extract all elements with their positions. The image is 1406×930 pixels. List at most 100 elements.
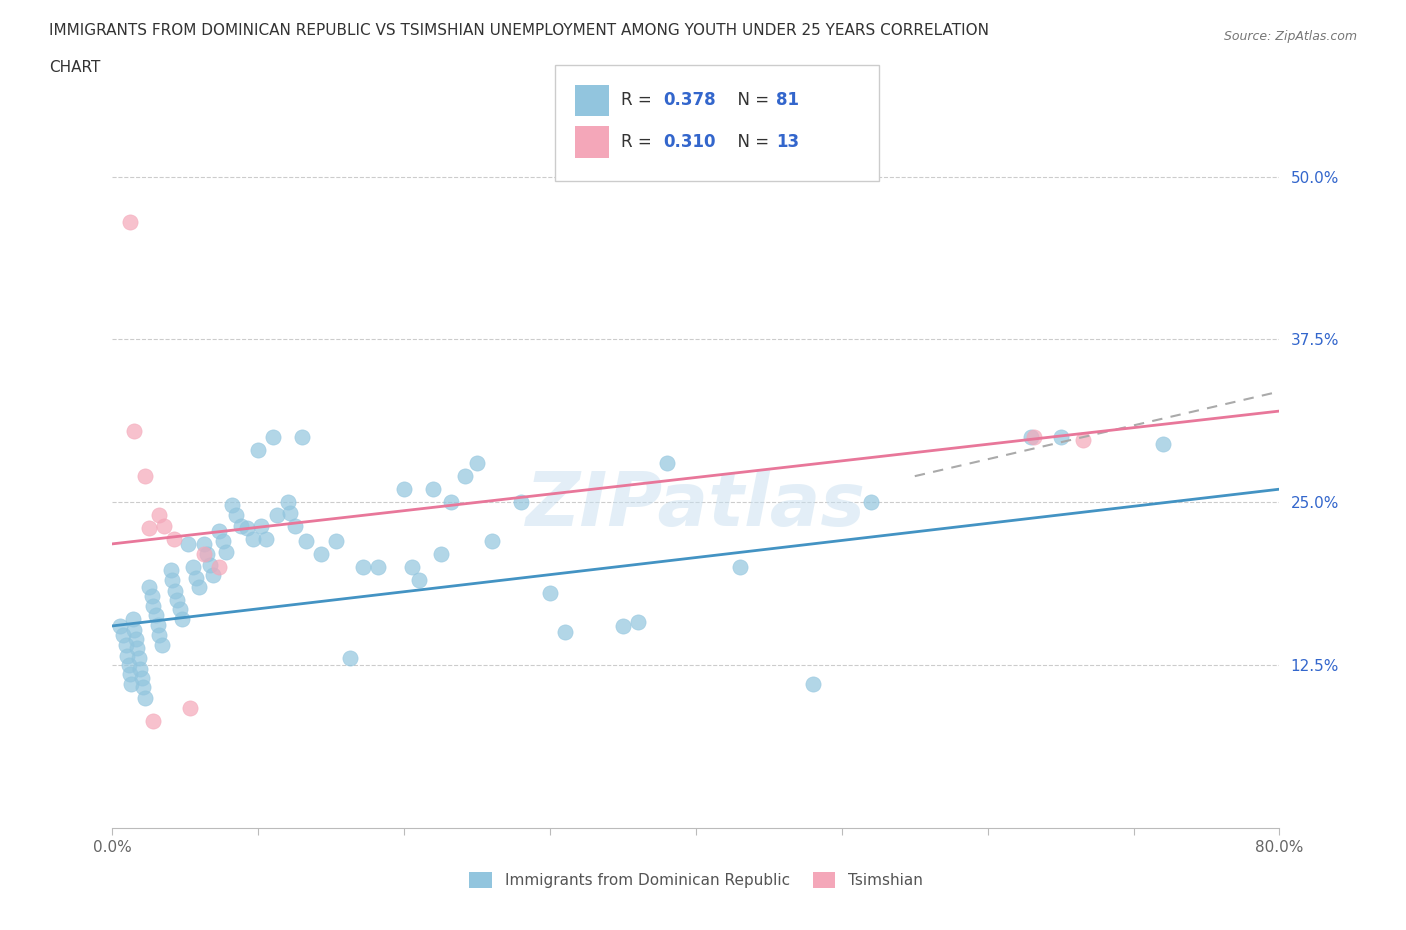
Point bbox=[1071, 432, 1094, 447]
Point bbox=[266, 508, 288, 523]
Point bbox=[111, 628, 134, 643]
Point bbox=[627, 615, 650, 630]
Point bbox=[114, 638, 136, 653]
Point bbox=[129, 661, 152, 676]
Point bbox=[860, 495, 883, 510]
Point bbox=[440, 495, 463, 510]
Point bbox=[146, 618, 169, 632]
Point bbox=[184, 570, 207, 585]
Point bbox=[612, 618, 634, 633]
Text: R =: R = bbox=[621, 91, 658, 110]
Point bbox=[145, 608, 167, 623]
Point bbox=[242, 531, 264, 546]
Text: 0.310: 0.310 bbox=[664, 133, 716, 152]
Point bbox=[538, 586, 561, 601]
Point bbox=[141, 589, 163, 604]
Point bbox=[325, 534, 347, 549]
Point bbox=[193, 547, 215, 562]
Point bbox=[115, 648, 138, 663]
Point bbox=[215, 544, 238, 559]
Point bbox=[208, 560, 231, 575]
Point bbox=[394, 482, 416, 497]
Point bbox=[225, 508, 247, 523]
Point bbox=[128, 651, 150, 666]
Point bbox=[229, 518, 252, 533]
Text: 13: 13 bbox=[776, 133, 799, 152]
Point bbox=[309, 547, 332, 562]
Point bbox=[280, 505, 302, 520]
Legend: Immigrants from Dominican Republic, Tsimshian: Immigrants from Dominican Republic, Tsim… bbox=[470, 872, 922, 888]
Point bbox=[247, 443, 270, 458]
Point bbox=[509, 495, 531, 510]
Point bbox=[554, 625, 576, 640]
Point bbox=[655, 456, 678, 471]
Point bbox=[181, 560, 204, 575]
Point bbox=[122, 612, 145, 627]
Point bbox=[166, 592, 188, 607]
Point bbox=[163, 531, 186, 546]
Point bbox=[120, 677, 142, 692]
Point bbox=[187, 579, 209, 594]
Point bbox=[1049, 430, 1071, 445]
Text: CHART: CHART bbox=[49, 60, 101, 75]
Point bbox=[254, 531, 277, 546]
Point bbox=[352, 560, 374, 575]
Text: ZIPatlas: ZIPatlas bbox=[526, 469, 866, 542]
Point bbox=[169, 602, 191, 617]
Point bbox=[728, 560, 751, 575]
Point bbox=[200, 557, 222, 572]
Point bbox=[1152, 436, 1174, 451]
Text: Source: ZipAtlas.com: Source: ZipAtlas.com bbox=[1223, 30, 1357, 43]
Point bbox=[401, 560, 423, 575]
Point bbox=[152, 518, 174, 533]
Point bbox=[221, 498, 243, 512]
Point bbox=[195, 547, 218, 562]
Point bbox=[177, 537, 200, 551]
Point bbox=[465, 456, 488, 471]
Point bbox=[179, 700, 201, 715]
Point bbox=[276, 495, 298, 510]
Text: R =: R = bbox=[621, 133, 658, 152]
Point bbox=[138, 579, 160, 594]
Point bbox=[124, 423, 146, 438]
Point bbox=[127, 641, 149, 656]
Point bbox=[134, 690, 156, 705]
Point bbox=[193, 537, 215, 551]
Point bbox=[117, 658, 139, 672]
Point bbox=[208, 524, 231, 538]
Point bbox=[454, 469, 477, 484]
Point bbox=[142, 713, 165, 728]
Point bbox=[165, 583, 187, 598]
Point bbox=[142, 599, 165, 614]
Point bbox=[172, 612, 194, 627]
Point bbox=[481, 534, 503, 549]
Point bbox=[118, 215, 141, 230]
Point bbox=[160, 563, 183, 578]
Point bbox=[1024, 430, 1046, 445]
Point bbox=[235, 521, 257, 536]
Point bbox=[124, 622, 146, 637]
Point bbox=[131, 671, 153, 685]
Text: 81: 81 bbox=[776, 91, 799, 110]
Point bbox=[132, 680, 155, 695]
Point bbox=[138, 521, 160, 536]
Point bbox=[148, 628, 170, 643]
Point bbox=[118, 667, 141, 682]
Point bbox=[150, 638, 173, 653]
Point bbox=[212, 534, 235, 549]
Point bbox=[108, 618, 131, 633]
Point bbox=[367, 560, 389, 575]
Point bbox=[295, 534, 318, 549]
Text: 0.378: 0.378 bbox=[664, 91, 716, 110]
Point bbox=[148, 508, 170, 523]
Point bbox=[801, 677, 824, 692]
Point bbox=[250, 518, 273, 533]
Text: N =: N = bbox=[727, 91, 775, 110]
Text: N =: N = bbox=[727, 133, 775, 152]
Text: IMMIGRANTS FROM DOMINICAN REPUBLIC VS TSIMSHIAN UNEMPLOYMENT AMONG YOUTH UNDER 2: IMMIGRANTS FROM DOMINICAN REPUBLIC VS TS… bbox=[49, 23, 990, 38]
Point bbox=[125, 631, 148, 646]
Point bbox=[408, 573, 430, 588]
Point bbox=[291, 430, 314, 445]
Point bbox=[1021, 430, 1043, 445]
Point bbox=[422, 482, 444, 497]
